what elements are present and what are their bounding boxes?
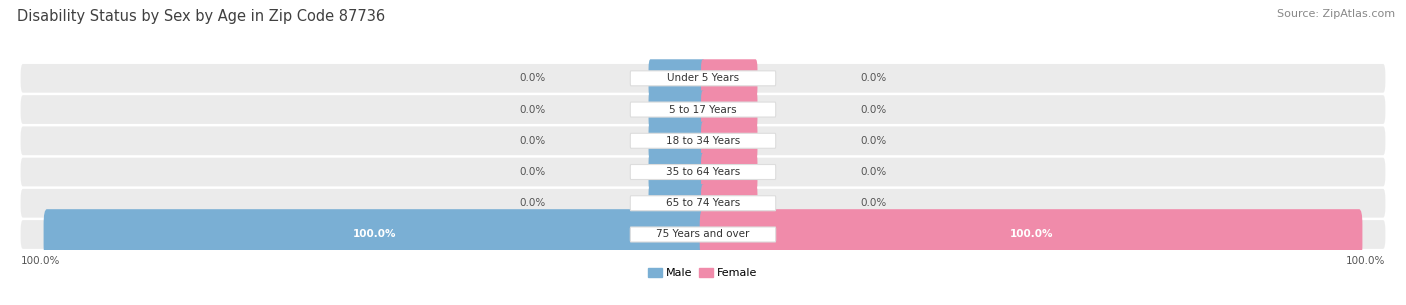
Text: 0.0%: 0.0%	[519, 73, 546, 83]
Text: 100.0%: 100.0%	[1010, 229, 1053, 239]
FancyBboxPatch shape	[630, 102, 776, 117]
Text: Source: ZipAtlas.com: Source: ZipAtlas.com	[1277, 9, 1395, 19]
Text: 0.0%: 0.0%	[519, 136, 546, 146]
FancyBboxPatch shape	[21, 158, 1385, 186]
FancyBboxPatch shape	[21, 189, 1385, 218]
Text: 0.0%: 0.0%	[519, 167, 546, 177]
FancyBboxPatch shape	[702, 59, 758, 97]
Text: 18 to 34 Years: 18 to 34 Years	[666, 136, 740, 146]
FancyBboxPatch shape	[700, 209, 1362, 260]
Text: 65 to 74 Years: 65 to 74 Years	[666, 198, 740, 208]
Text: Under 5 Years: Under 5 Years	[666, 73, 740, 83]
FancyBboxPatch shape	[630, 133, 776, 148]
Text: 0.0%: 0.0%	[860, 167, 887, 177]
FancyBboxPatch shape	[648, 91, 704, 129]
Text: 5 to 17 Years: 5 to 17 Years	[669, 105, 737, 115]
FancyBboxPatch shape	[648, 59, 704, 97]
FancyBboxPatch shape	[44, 209, 706, 260]
FancyBboxPatch shape	[648, 122, 704, 160]
FancyBboxPatch shape	[702, 184, 758, 222]
Text: 0.0%: 0.0%	[860, 73, 887, 83]
FancyBboxPatch shape	[630, 227, 776, 242]
FancyBboxPatch shape	[702, 91, 758, 129]
Text: 100.0%: 100.0%	[1346, 256, 1385, 266]
Text: Disability Status by Sex by Age in Zip Code 87736: Disability Status by Sex by Age in Zip C…	[17, 9, 385, 24]
FancyBboxPatch shape	[630, 71, 776, 86]
FancyBboxPatch shape	[21, 220, 1385, 249]
FancyBboxPatch shape	[21, 95, 1385, 124]
FancyBboxPatch shape	[648, 184, 704, 222]
FancyBboxPatch shape	[702, 122, 758, 160]
FancyBboxPatch shape	[648, 153, 704, 191]
FancyBboxPatch shape	[630, 196, 776, 211]
Text: 75 Years and over: 75 Years and over	[657, 229, 749, 239]
Text: 35 to 64 Years: 35 to 64 Years	[666, 167, 740, 177]
Text: 0.0%: 0.0%	[860, 198, 887, 208]
Text: 0.0%: 0.0%	[519, 105, 546, 115]
Text: 0.0%: 0.0%	[860, 105, 887, 115]
FancyBboxPatch shape	[21, 64, 1385, 93]
FancyBboxPatch shape	[630, 164, 776, 180]
Legend: Male, Female: Male, Female	[644, 264, 762, 283]
Text: 0.0%: 0.0%	[519, 198, 546, 208]
Text: 100.0%: 100.0%	[353, 229, 396, 239]
FancyBboxPatch shape	[21, 126, 1385, 155]
FancyBboxPatch shape	[702, 153, 758, 191]
Text: 0.0%: 0.0%	[860, 136, 887, 146]
Text: 100.0%: 100.0%	[21, 256, 60, 266]
